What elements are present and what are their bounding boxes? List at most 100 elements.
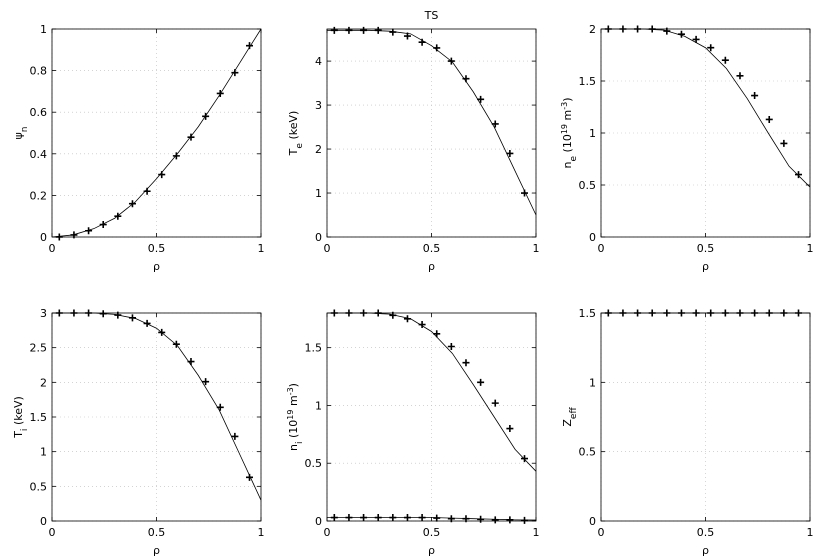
marker bbox=[246, 42, 254, 50]
y-tick-label: 0.8 bbox=[30, 65, 48, 78]
marker bbox=[491, 120, 499, 128]
x-tick-label: 0 bbox=[598, 526, 605, 539]
marker bbox=[707, 309, 715, 317]
y-tick-label: 1 bbox=[589, 376, 596, 389]
y-label-part: n bbox=[287, 444, 300, 451]
marker bbox=[360, 26, 368, 34]
marker bbox=[736, 309, 744, 317]
marker bbox=[751, 309, 759, 317]
y-tick-label: 4 bbox=[315, 55, 322, 68]
y-axis-label: ne (1019 m-3) bbox=[560, 97, 580, 168]
y-label-part: (10 bbox=[561, 134, 574, 156]
marker bbox=[506, 516, 514, 524]
marker bbox=[85, 227, 93, 235]
y-label-part: i bbox=[295, 441, 305, 444]
marker bbox=[721, 56, 729, 64]
marker bbox=[433, 514, 441, 522]
y-label-part: T bbox=[287, 148, 300, 156]
x-tick-label: 0.5 bbox=[697, 242, 715, 255]
marker bbox=[374, 514, 382, 522]
marker bbox=[360, 309, 368, 317]
marker bbox=[521, 455, 529, 463]
y-label-part: 19 bbox=[286, 410, 295, 420]
y-tick-label: 1.5 bbox=[30, 411, 48, 424]
marker bbox=[70, 309, 78, 317]
marker bbox=[506, 425, 514, 433]
marker bbox=[374, 309, 382, 317]
y-label-part: e bbox=[569, 156, 579, 162]
marker bbox=[663, 309, 671, 317]
marker bbox=[187, 133, 195, 141]
y-label-part: -3 bbox=[286, 387, 295, 395]
y-label-part: m bbox=[287, 395, 300, 409]
x-tick-label: 0 bbox=[49, 526, 56, 539]
marker bbox=[143, 187, 151, 195]
y-label-part: e bbox=[295, 143, 305, 149]
plot-frame bbox=[600, 28, 811, 238]
marker bbox=[231, 432, 239, 440]
y-axis-label: Ti (keV) bbox=[12, 396, 30, 439]
marker bbox=[143, 319, 151, 327]
marker bbox=[418, 38, 426, 46]
x-tick-label: 1 bbox=[533, 242, 540, 255]
marker bbox=[634, 25, 642, 33]
x-tick-label: 0 bbox=[49, 242, 56, 255]
subplot: 0 0.5 1 1.5 2 2.5 3 0 0.5 1 ρ Ti (keV) bbox=[12, 307, 265, 557]
y-label-part: ) bbox=[561, 97, 574, 101]
x-tick-label: 0.5 bbox=[423, 242, 441, 255]
marker bbox=[246, 473, 254, 481]
subplot: 0 0.5 1 1.5 0 0.5 1 ρ ni (1019 m-3) bbox=[286, 309, 540, 557]
marker bbox=[780, 139, 788, 147]
marker bbox=[345, 26, 353, 34]
marker bbox=[389, 311, 397, 319]
marker bbox=[619, 25, 627, 33]
y-label-part: (10 bbox=[287, 420, 300, 442]
y-tick-label: 3 bbox=[315, 99, 322, 112]
marker bbox=[677, 309, 685, 317]
marker bbox=[795, 309, 803, 317]
marker bbox=[447, 343, 455, 351]
marker bbox=[604, 25, 612, 33]
marker bbox=[433, 44, 441, 52]
marker bbox=[360, 514, 368, 522]
subplot: 0 1 2 3 4 0 0.5 1 ρ TS Te (keV) bbox=[287, 9, 540, 273]
marker bbox=[462, 359, 470, 367]
marker bbox=[345, 514, 353, 522]
y-tick-label: 0.6 bbox=[30, 106, 48, 119]
x-axis-label: ρ bbox=[153, 544, 160, 557]
plot-frame bbox=[51, 28, 262, 238]
x-tick-label: 0.5 bbox=[148, 526, 166, 539]
y-label-part: m bbox=[561, 110, 574, 124]
y-tick-label: 0.2 bbox=[30, 189, 48, 202]
marker bbox=[202, 112, 210, 120]
marker bbox=[692, 35, 700, 43]
marker bbox=[433, 330, 441, 338]
x-tick-label: 1 bbox=[533, 526, 540, 539]
x-tick-label: 0.5 bbox=[148, 242, 166, 255]
marker bbox=[418, 321, 426, 329]
line bbox=[601, 28, 811, 188]
chart-title: TS bbox=[424, 9, 439, 22]
y-tick-label: 0.5 bbox=[305, 457, 323, 470]
y-label-part: 19 bbox=[560, 124, 569, 134]
subplot: 0 0.2 0.4 0.6 0.8 1 0 0.5 1 ρ ψn bbox=[12, 23, 265, 273]
marker bbox=[128, 314, 136, 322]
y-label-part: ) bbox=[287, 383, 300, 387]
marker bbox=[187, 358, 195, 366]
plot-frame bbox=[326, 312, 537, 522]
subplot: 0 0.5 1 1.5 0 0.5 1 ρ Zeff bbox=[561, 307, 814, 557]
marker bbox=[403, 514, 411, 522]
x-tick-label: 1 bbox=[807, 526, 814, 539]
y-tick-label: 0.5 bbox=[579, 179, 597, 192]
y-label-part: Z bbox=[561, 419, 574, 427]
x-tick-label: 0 bbox=[324, 242, 331, 255]
marker bbox=[345, 309, 353, 317]
y-label-part: n bbox=[20, 127, 30, 133]
x-axis-label: ρ bbox=[428, 544, 435, 557]
y-tick-label: 0.4 bbox=[30, 148, 48, 161]
marker bbox=[216, 403, 224, 411]
marker bbox=[521, 189, 529, 197]
y-tick-label: 0 bbox=[40, 231, 47, 244]
y-label-part: (keV) bbox=[12, 396, 25, 428]
marker bbox=[447, 57, 455, 65]
